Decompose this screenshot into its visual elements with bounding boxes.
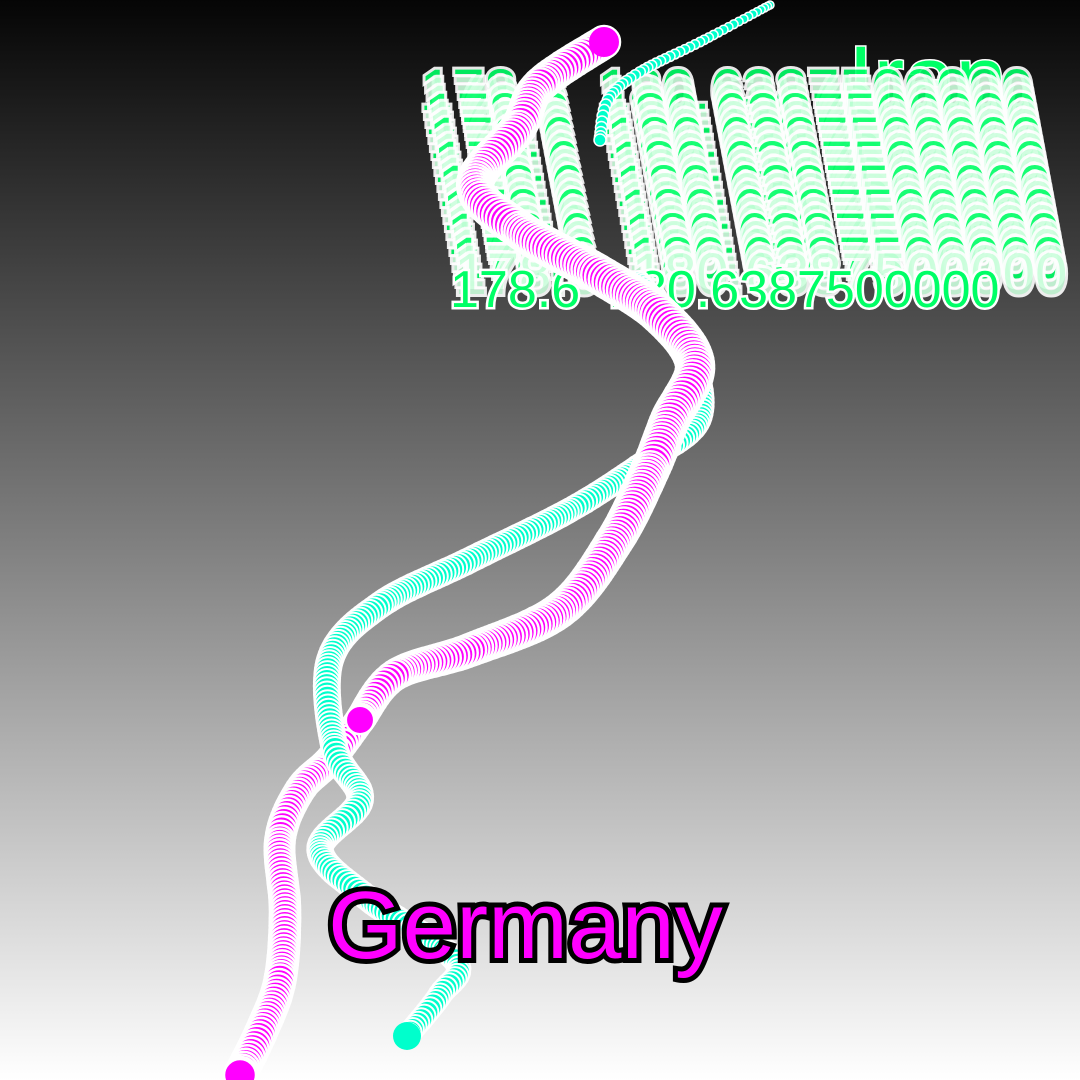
magenta-trail-head xyxy=(589,27,619,57)
magenta-trail-main xyxy=(344,24,716,736)
ghost-text-copy: 178.6 180.6387500000 xyxy=(434,130,1047,195)
trail-dot xyxy=(222,1057,258,1080)
bottom-country-label: Germany xyxy=(328,872,723,979)
cyan-thin-trail xyxy=(593,0,775,147)
cyan-trail-head xyxy=(393,1022,421,1050)
ghost-text-copy: 178.6 180.6387500000 xyxy=(440,162,1053,227)
ghost-text-copy: 178.6 180.6387500000 xyxy=(438,154,1051,219)
ghost-text-copy: 178.6 180.6387500000 xyxy=(435,138,1048,203)
ghost-text-copy: 178.6 180.6387500000 xyxy=(441,170,1054,235)
ghost-text-copy: 178.6 180.6387500000 xyxy=(432,122,1045,187)
trail-dot xyxy=(344,704,376,736)
value-readout: 178.6 180.6387500000 xyxy=(450,261,999,319)
trail-dot xyxy=(593,133,607,147)
ghost-text-copy: 178.6 180.6387500000 xyxy=(443,178,1056,243)
top-country-label: Iran xyxy=(848,28,1007,130)
ghost-text-copy: 178.6 180.6387500000 xyxy=(437,146,1050,211)
